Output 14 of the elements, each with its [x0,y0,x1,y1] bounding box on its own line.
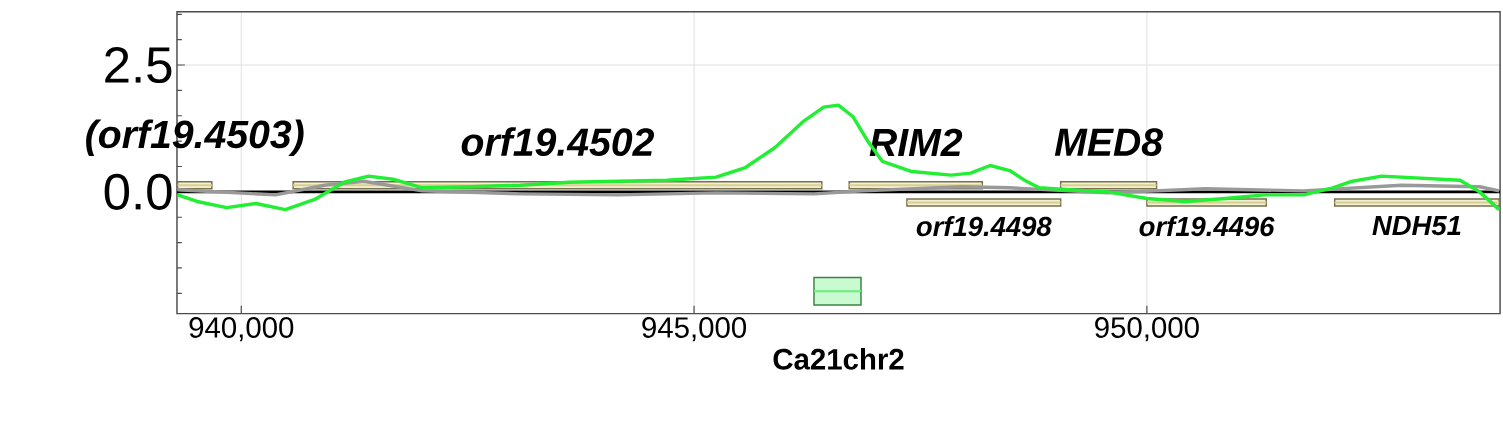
series-label: orf19.4502 [461,127,655,156]
x-axis-title: Ca21chr2 [773,348,904,370]
series-label: RIM2 [869,128,963,156]
line-series [175,179,1501,197]
series-label: (orf19.4503) [86,119,304,156]
x-tick-label: 950,000 [1095,317,1199,342]
x-tick-label: 940,000 [189,317,294,342]
series-label: NDH51 [1372,216,1461,236]
series-label: MED8 [1054,128,1163,156]
series-label: orf19.4496 [1139,216,1275,237]
series-label: orf19.4498 [916,216,1052,237]
y-tick-label: 2.5 [105,46,172,84]
x-tick-label: 945,000 [642,317,747,342]
y-tick-label: 0.0 [104,173,172,210]
